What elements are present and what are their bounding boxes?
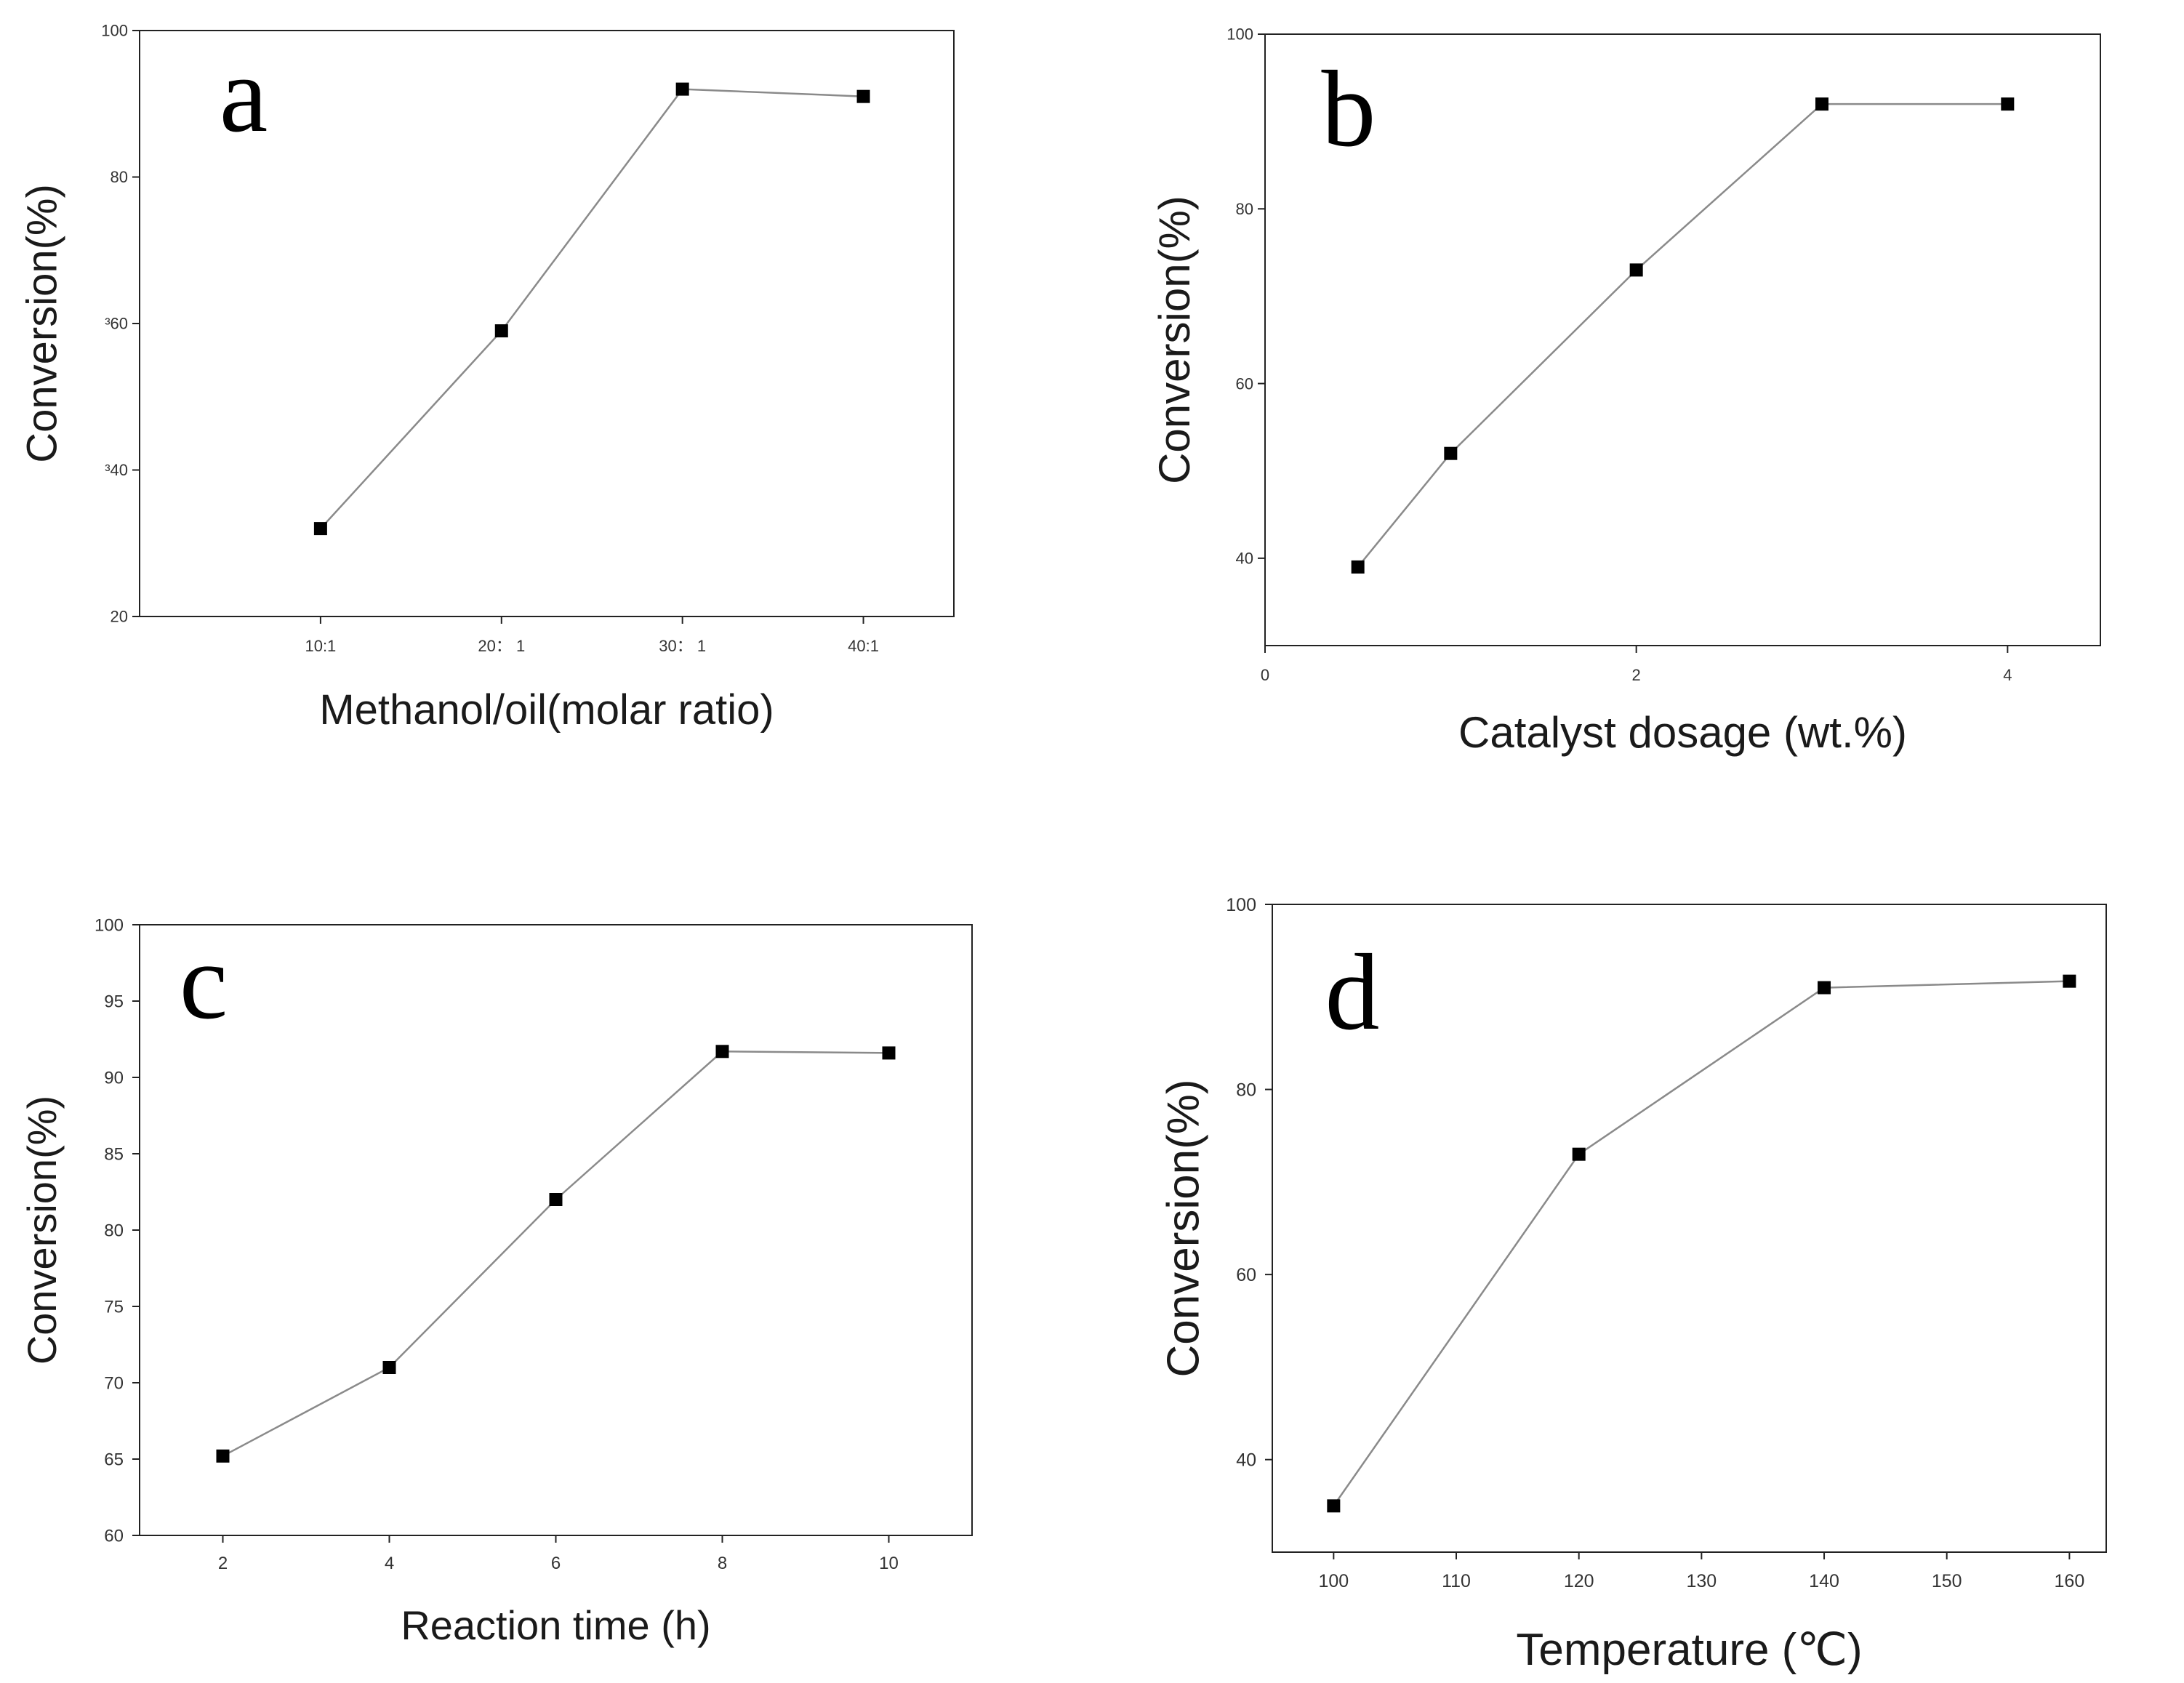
y-tick-label: 60 <box>1236 1265 1256 1285</box>
data-point <box>313 522 327 536</box>
x-tick-label: 4 <box>2003 666 2012 684</box>
x-tick-label: 20： 1 <box>478 637 525 655</box>
plot-frame <box>1272 904 2107 1553</box>
y-axis-title: Conversion(%) <box>1150 196 1199 484</box>
x-tick-label: 40:1 <box>848 637 879 655</box>
y-tick-label: 20 <box>111 608 128 626</box>
y-tick-label: 80 <box>104 1221 124 1240</box>
data-point <box>1444 446 1458 460</box>
y-axis-title: Conversion(%) <box>18 184 65 463</box>
data-point <box>1351 560 1365 574</box>
data-point <box>1572 1147 1586 1161</box>
y-tick-label: ³40 <box>105 461 128 479</box>
y-tick-label: 70 <box>104 1373 124 1393</box>
panel-letter: b <box>1322 49 1376 169</box>
y-tick-label: 100 <box>1227 25 1253 44</box>
y-tick-label: 75 <box>104 1297 124 1317</box>
x-tick-label: 160 <box>2055 1571 2085 1591</box>
data-point <box>882 1046 896 1060</box>
x-tick-label: 0 <box>1261 666 1269 684</box>
x-axis-title: Methanol/oil(molar ratio) <box>319 686 774 734</box>
data-point <box>1327 1499 1341 1513</box>
series-line <box>1357 103 2008 568</box>
x-axis-title: Reaction time (h) <box>401 1602 710 1648</box>
data-point <box>549 1193 563 1206</box>
series-line <box>222 1051 889 1457</box>
y-tick-label: 60 <box>104 1526 124 1546</box>
data-point <box>2063 974 2076 988</box>
x-tick-label: 120 <box>1564 1571 1594 1591</box>
panel-letter: a <box>220 34 268 155</box>
panel-letter: d <box>1325 932 1380 1053</box>
y-tick-label: 100 <box>1226 895 1256 915</box>
x-tick-label: 10:1 <box>305 637 336 655</box>
x-tick-label: 2 <box>218 1554 228 1573</box>
data-point <box>1818 981 1831 995</box>
x-tick-label: 110 <box>1442 1571 1471 1591</box>
y-tick-label: 100 <box>101 22 128 40</box>
data-point <box>2001 97 2015 111</box>
data-point <box>715 1045 729 1059</box>
data-point <box>494 324 508 338</box>
data-point <box>216 1449 230 1463</box>
series-line <box>1333 980 2070 1507</box>
y-tick-label: 80 <box>1236 200 1253 218</box>
y-tick-label: 65 <box>104 1450 124 1469</box>
x-tick-label: 2 <box>1632 666 1641 684</box>
y-axis-title: Conversion(%) <box>19 1096 65 1365</box>
y-tick-label: 60 <box>1236 374 1253 393</box>
x-tick-label: 140 <box>1809 1571 1839 1591</box>
data-point <box>856 89 870 103</box>
x-axis-title: Temperature (℃) <box>1516 1625 1862 1675</box>
chart-panel-a: 20 ³40 ³60 80 100 10:1 20： 1 30： 1 40:1 Methanol/… <box>18 22 955 734</box>
chart-panel-d: 40 60 80 100 100 110 120 130 140 150 160 Temperatur… <box>1158 895 2107 1675</box>
y-tick-label: 80 <box>1236 1080 1256 1100</box>
data-point <box>675 82 689 96</box>
plot-frame <box>1264 33 2101 646</box>
x-tick-label: 4 <box>385 1554 394 1573</box>
chart-panel-b: 40 60 80 100 0 2 4 Catalyst dosage (wt.%) Conver… <box>1150 25 2101 757</box>
plot-frame <box>139 924 973 1536</box>
x-tick-label: 130 <box>1687 1571 1717 1591</box>
x-axis-title: Catalyst dosage (wt.%) <box>1458 708 1907 757</box>
data-point <box>382 1361 396 1374</box>
y-tick-label: 100 <box>95 915 124 935</box>
x-tick-label: 30： 1 <box>659 637 706 655</box>
x-tick-label: 150 <box>1932 1571 1962 1591</box>
x-tick-label: 6 <box>551 1554 561 1573</box>
panel-letter: c <box>180 921 228 1042</box>
y-tick-label: 80 <box>111 168 128 186</box>
y-tick-label: ³60 <box>105 315 128 333</box>
data-point <box>1629 263 1643 277</box>
series-line <box>319 88 864 529</box>
x-tick-label: 10 <box>879 1554 899 1573</box>
y-axis-title: Conversion(%) <box>1158 1079 1208 1377</box>
y-tick-label: 40 <box>1236 550 1253 568</box>
data-point <box>1815 97 1828 111</box>
y-tick-label: 95 <box>104 992 124 1011</box>
y-tick-label: 85 <box>104 1144 124 1164</box>
y-tick-label: 40 <box>1236 1450 1256 1470</box>
x-tick-label: 8 <box>718 1554 727 1573</box>
x-tick-label: 100 <box>1318 1571 1349 1591</box>
y-tick-label: 90 <box>104 1068 124 1088</box>
chart-panel-c: 60 65 70 75 80 85 90 95 100 2 4 6 8 10 Reaction time (… <box>19 915 973 1648</box>
